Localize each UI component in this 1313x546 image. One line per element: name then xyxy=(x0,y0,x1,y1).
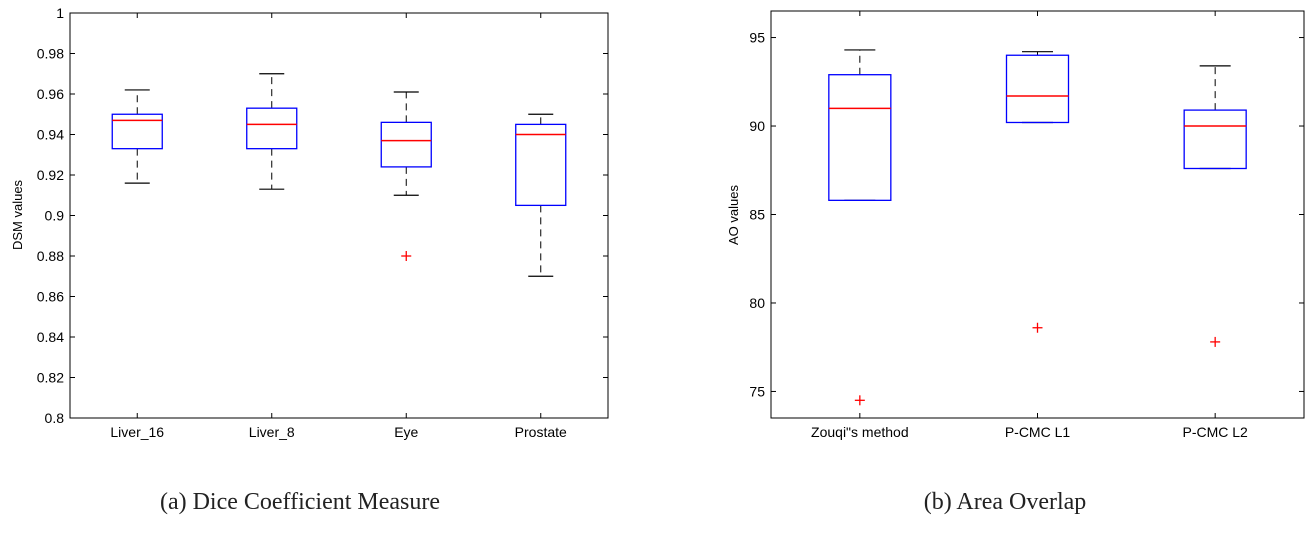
y-tick-label: 0.92 xyxy=(37,167,64,183)
outlier-marker xyxy=(1210,336,1221,347)
y-tick-label: 90 xyxy=(749,118,765,134)
x-tick-label: Eye xyxy=(394,424,418,440)
x-tick-label: P-CMC L1 xyxy=(1005,424,1071,440)
x-tick-label: Liver_8 xyxy=(249,424,295,440)
y-tick-label: 0.86 xyxy=(37,289,64,305)
plot-frame xyxy=(69,12,609,419)
box-iqr xyxy=(1183,109,1247,170)
y-tick-label: 0.84 xyxy=(37,329,64,345)
y-tick-label: 0.9 xyxy=(45,208,65,224)
x-tick-label: Prostate xyxy=(515,424,567,440)
outlier-marker xyxy=(401,251,412,261)
figure-caption: (a) Dice Coefficient Measure xyxy=(160,489,440,515)
chart-area-overlap: 75 80 85 90 95 Zouqi"s method P-CMC L1 P-CMC L2… xyxy=(726,10,1305,515)
y-axis-label: AO values xyxy=(726,185,741,245)
box-iqr xyxy=(828,74,892,201)
box-iqr xyxy=(111,113,163,150)
box-iqr xyxy=(380,121,432,168)
y-tick-label: 0.94 xyxy=(37,127,64,143)
y-tick-label: 80 xyxy=(749,295,765,311)
x-tick-label: P-CMC L2 xyxy=(1182,424,1248,440)
box-iqr xyxy=(1005,54,1070,124)
plot-frame xyxy=(770,10,1305,419)
y-tick-label: 85 xyxy=(749,207,765,223)
y-tick-label: 0.8 xyxy=(45,410,65,426)
chart-dice-coefficient: 0.8 0.82 0.84 0.86 0.88 0.9 0.92 0.94 0.96 0.98 1 L… xyxy=(10,5,609,515)
y-axis-label: DSM values xyxy=(10,179,25,250)
outlier-marker xyxy=(854,395,865,406)
y-tick-label: 0.96 xyxy=(37,86,64,102)
x-tick-label: Zouqi"s method xyxy=(811,424,909,440)
box-iqr xyxy=(246,107,298,150)
box-iqr xyxy=(515,123,567,207)
y-tick-label: 0.88 xyxy=(37,248,64,264)
figure-caption: (b) Area Overlap xyxy=(924,489,1087,515)
y-tick-label: 95 xyxy=(749,30,765,46)
y-tick-label: 75 xyxy=(749,383,765,399)
y-tick-label: 0.82 xyxy=(37,370,64,386)
x-tick-label: Liver_16 xyxy=(110,424,164,440)
y-tick-label: 0.98 xyxy=(37,46,64,62)
y-tick-label: 1 xyxy=(56,5,64,21)
outlier-marker xyxy=(1032,322,1043,333)
